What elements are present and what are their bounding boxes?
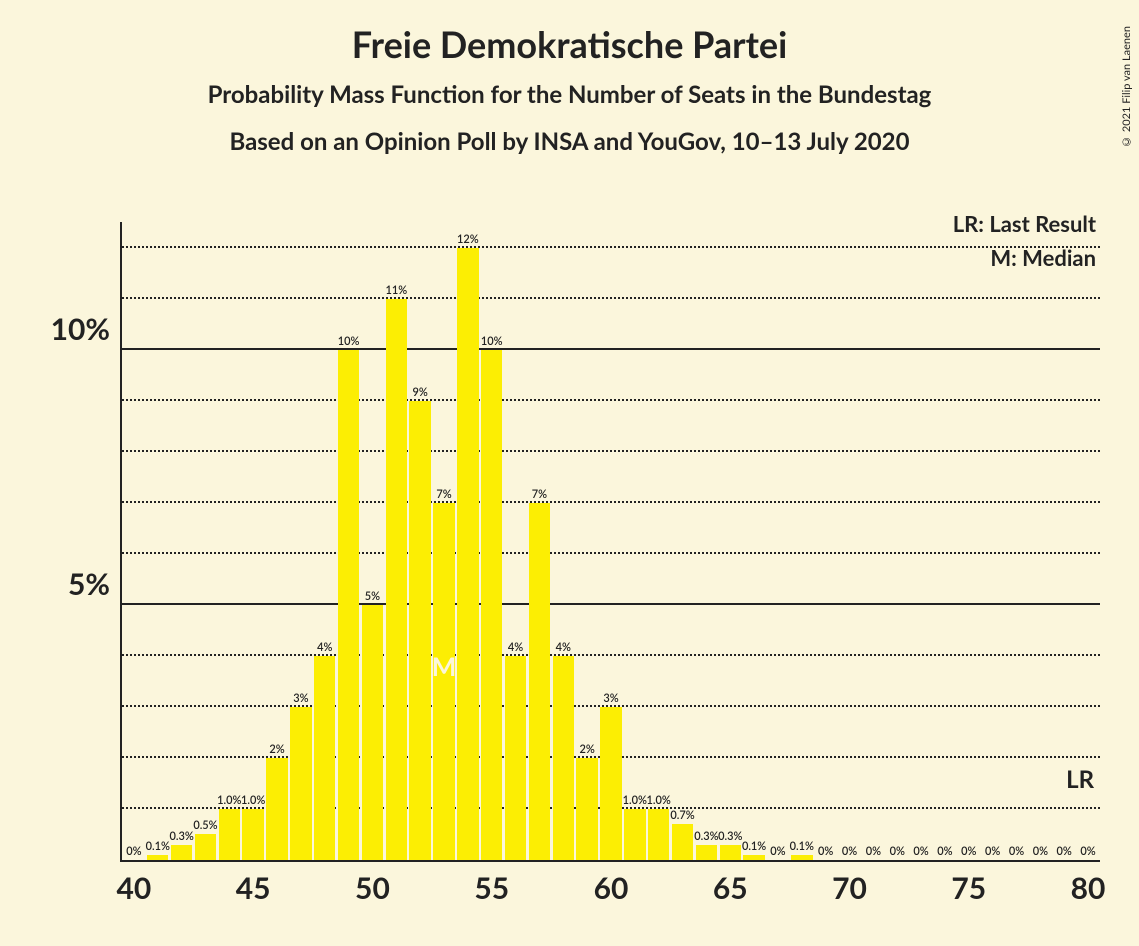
bar-value-label: 11% [385, 284, 407, 297]
bar-value-label: 1.0% [623, 794, 647, 807]
bar: 1.0% [219, 809, 240, 860]
bar: 0.3% [720, 845, 741, 860]
bar: 3% [290, 707, 311, 860]
bar: 12% [457, 248, 478, 860]
grid-minor [122, 501, 1100, 503]
grid-major [122, 603, 1100, 605]
bar-value-label: 4% [317, 641, 332, 654]
bar-value-label: 0.5% [193, 819, 217, 832]
bar-value-label: 4% [556, 641, 571, 654]
bar: 0.3% [696, 845, 717, 860]
plot-area: LR: Last Result M: Median 5%10%404550556… [120, 222, 1100, 862]
bar: 3% [600, 707, 621, 860]
grid-minor [122, 297, 1100, 299]
bar-value-label: 0.3% [694, 830, 718, 843]
bar: 9% [409, 401, 430, 860]
x-axis-label: 65 [713, 870, 748, 906]
bar-value-label: 10% [481, 335, 503, 348]
bar-value-label: 0.1% [790, 840, 814, 853]
x-axis-label: 60 [594, 870, 629, 906]
bar: 10% [338, 350, 359, 860]
bar-value-label: 0% [126, 845, 141, 858]
bar-value-label: 3% [293, 692, 308, 705]
bar: 4% [505, 656, 526, 860]
chart-title: Freie Demokratische Partei [0, 22, 1139, 66]
bar-value-label: 5% [365, 590, 380, 603]
bar-value-label: 10% [338, 335, 360, 348]
bar-value-label: 0% [1009, 845, 1024, 858]
bar: 2% [576, 758, 597, 860]
bar-value-label: 0% [937, 845, 952, 858]
y-axis-label: 10% [51, 311, 110, 347]
bar-value-label: 1.0% [647, 794, 671, 807]
bar: 4% [553, 656, 574, 860]
bar: 5% [362, 605, 383, 860]
legend-m: M: Median [990, 244, 1096, 271]
bar: 0.1% [743, 855, 764, 860]
legend-lr: LR: Last Result [953, 210, 1096, 237]
bar-value-label: 2% [269, 743, 284, 756]
bar-value-label: 1.0% [241, 794, 265, 807]
bar: 0.3% [171, 845, 192, 860]
grid-major [122, 348, 1100, 350]
bar-value-label: 3% [603, 692, 618, 705]
bar-value-label: 0% [961, 845, 976, 858]
bar-value-label: 0% [1080, 845, 1095, 858]
x-axis-label: 40 [117, 870, 152, 906]
bar-value-label: 0.3% [718, 830, 742, 843]
bar-value-label: 2% [579, 743, 594, 756]
bar: 0.5% [195, 834, 216, 860]
last-result-marker: LR [1066, 765, 1094, 794]
bar-value-label: 0.3% [169, 830, 193, 843]
x-axis-label: 80 [1071, 870, 1106, 906]
bar-value-label: 0% [1057, 845, 1072, 858]
grid-minor [122, 654, 1100, 656]
bar: 0.1% [147, 855, 168, 860]
bar-value-label: 0.1% [742, 840, 766, 853]
chart-subtitle-2: Based on an Opinion Poll by INSA and You… [0, 127, 1139, 156]
grid-minor [122, 450, 1100, 452]
bar-value-label: 0% [818, 845, 833, 858]
bar-value-label: 1.0% [217, 794, 241, 807]
chart-subtitle-1: Probability Mass Function for the Number… [0, 80, 1139, 109]
bar: 10% [481, 350, 502, 860]
bar-value-label: 0% [866, 845, 881, 858]
bar: 1.0% [648, 809, 669, 860]
x-axis-label: 55 [474, 870, 509, 906]
grid-minor [122, 246, 1100, 248]
chart-container: LR: Last Result M: Median 5%10%404550556… [40, 222, 1110, 922]
grid-minor [122, 399, 1100, 401]
bar: 0.1% [791, 855, 812, 860]
bar: 1.0% [624, 809, 645, 860]
x-axis-label: 45 [236, 870, 271, 906]
bar-value-label: 0.1% [146, 840, 170, 853]
x-axis-label: 50 [355, 870, 390, 906]
grid-minor [122, 552, 1100, 554]
bar-value-label: 0% [770, 845, 785, 858]
x-axis-label: 75 [951, 870, 986, 906]
bar-value-label: 0% [913, 845, 928, 858]
bar-value-label: 0% [842, 845, 857, 858]
bar-value-label: 0% [985, 845, 1000, 858]
bar: 0.7% [672, 824, 693, 860]
bar: 7% [433, 503, 454, 860]
bar-value-label: 0.7% [670, 809, 694, 822]
x-axis-label: 70 [832, 870, 867, 906]
copyright-text: © 2021 Filip van Laenen [1120, 26, 1133, 148]
y-axis-label: 5% [68, 566, 110, 602]
bar: 4% [314, 656, 335, 860]
bar: 1.0% [242, 809, 263, 860]
bar-value-label: 7% [532, 488, 547, 501]
bar: 2% [266, 758, 287, 860]
bar-value-label: 12% [457, 233, 479, 246]
bar: 11% [386, 299, 407, 860]
bar-value-label: 0% [1033, 845, 1048, 858]
bar-value-label: 9% [412, 386, 427, 399]
bar-value-label: 4% [508, 641, 523, 654]
bar: 7% [529, 503, 550, 860]
bar-value-label: 0% [890, 845, 905, 858]
bar-value-label: 7% [436, 488, 451, 501]
